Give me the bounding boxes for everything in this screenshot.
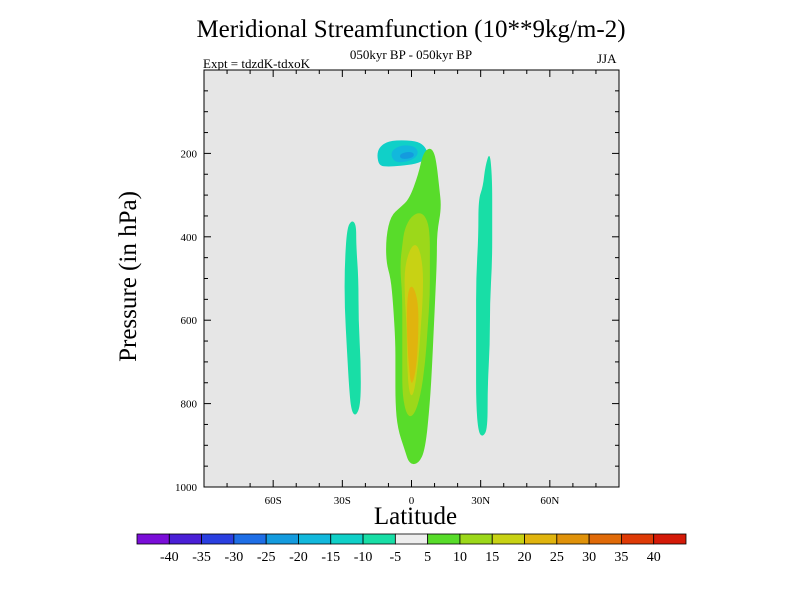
colorbar-level-label: -5 [390,550,402,565]
colorbar-swatch [427,533,461,545]
colorbar-level-label: 25 [550,550,564,565]
colorbar: -40 -35 -30 -25 -20 -15 -10 -5 5 10 15 20 25 30 35 40 [136,533,687,565]
contour-region-main-positive-peak [406,286,419,383]
x-axis-title: Latitude [374,503,457,530]
contour-region-left-negative-strip [344,221,361,415]
colorbar-level-label: -20 [289,550,308,565]
colorbar-swatch [330,533,364,545]
y-axis-title: Pressure (in hPa) [115,191,142,362]
colorbar-swatch [233,533,267,545]
axis-tick-labels: 200 400 600 800 1000 60S 30S 0 30N 60N [175,148,559,507]
x-tick-label: 0 [409,495,415,507]
colorbar-level-label: 40 [647,550,661,565]
colorbar-level-label: 5 [424,550,431,565]
colorbar-level-label: -25 [257,550,276,565]
colorbar-swatch [588,533,622,545]
axis-ticks [204,70,619,487]
y-tick-label: 1000 [175,482,198,494]
y-tick-label: 600 [181,315,198,327]
colorbar-swatch [201,533,235,545]
colorbar-swatch [491,533,525,545]
colorbar-swatch [362,533,396,545]
x-tick-label: 30S [334,495,351,507]
season-label: JJA [597,51,617,66]
contour-region-right-negative-strip [476,156,493,436]
colorbar-level-label: -15 [321,550,340,565]
colorbar-swatch [265,533,299,545]
colorbar-swatch [394,533,429,545]
y-tick-label: 400 [181,232,198,244]
x-tick-label: 60S [265,495,282,507]
colorbar-swatch [459,533,493,545]
colorbar-swatch [524,533,558,545]
chart-title: Meridional Streamfunction (10**9kg/m-2) [196,16,626,43]
colorbar-swatch [136,533,170,545]
colorbar-level-label: 35 [614,550,628,565]
y-tick-label: 800 [181,399,198,411]
colorbar-swatch [653,533,687,545]
colorbar-level-label: 30 [582,550,596,565]
colorbar-level-label: -35 [192,550,211,565]
colorbar-swatch [556,533,590,545]
colorbar-swatch [621,533,655,545]
x-tick-label: 30N [471,495,490,507]
colorbar-swatch [168,533,202,545]
colorbar-level-label: -30 [225,550,244,565]
contour-region-upper-negative-peak [400,152,414,159]
colorbar-level-label: -40 [160,550,179,565]
colorbar-level-label: 20 [518,550,532,565]
chart-subtitle: 050kyr BP - 050kyr BP [349,47,473,62]
colorbar-level-label: 10 [453,550,467,565]
colorbar-level-label: 15 [485,550,499,565]
colorbar-level-label: -10 [354,550,373,565]
colorbar-swatch [298,533,332,545]
y-tick-label: 200 [181,148,198,160]
contour-regions [344,140,493,465]
x-tick-label: 60N [540,495,559,507]
experiment-label: Expt = tdzdK-tdxoK [203,56,310,71]
